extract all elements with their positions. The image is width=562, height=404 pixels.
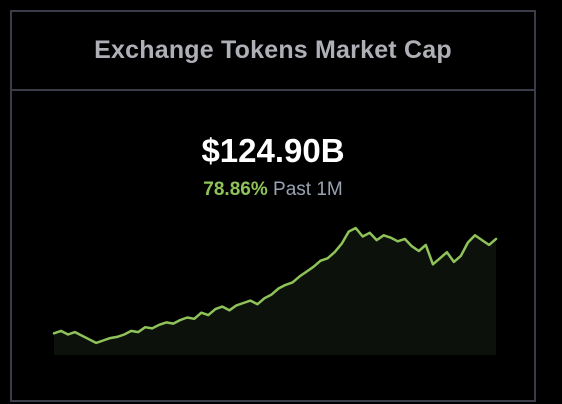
change-period: Past 1M bbox=[273, 179, 343, 200]
card-title: Exchange Tokens Market Cap bbox=[94, 36, 452, 64]
change-percent: 78.86% bbox=[203, 179, 268, 200]
market-cap-value: $124.90B bbox=[201, 132, 345, 169]
card-header: Exchange Tokens Market Cap bbox=[12, 12, 534, 91]
sparkline-line bbox=[52, 226, 498, 345]
change-row: 78.86% Past 1M bbox=[12, 179, 534, 201]
